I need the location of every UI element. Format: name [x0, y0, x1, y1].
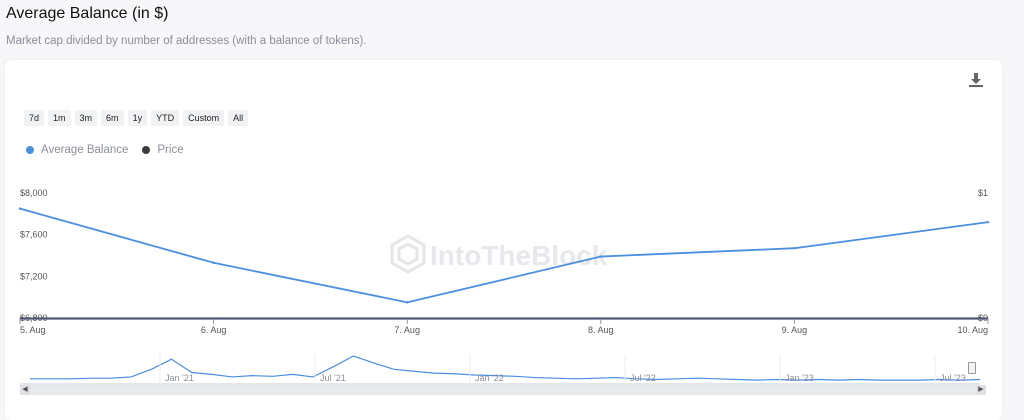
- download-icon[interactable]: [968, 71, 984, 89]
- x-axis-tick-label: 8. Aug: [588, 325, 614, 335]
- price-point: [19, 317, 21, 319]
- x-axis-tick-label: 5. Aug: [20, 325, 46, 335]
- scroll-left-icon[interactable]: ◀: [20, 385, 30, 395]
- x-axis-tick-label: 7. Aug: [394, 325, 420, 335]
- legend-price-label: Price: [157, 144, 184, 156]
- x-axis-tick-label: 9. Aug: [782, 325, 808, 335]
- watermark-text: IntoTheBlock: [430, 240, 608, 271]
- average-balance-point: [18, 207, 22, 210]
- y-axis-tick-left: $8,000: [20, 188, 48, 198]
- average-balance-point: [599, 255, 602, 258]
- range-3m-button[interactable]: 3m: [74, 110, 98, 126]
- x-axis-tick-label: 10. Aug: [957, 325, 988, 335]
- legend-average-balance-label: Average Balance: [41, 144, 129, 156]
- y-axis-tick-left: $7,600: [20, 230, 48, 240]
- y-axis-tick-left: $7,200: [20, 271, 48, 281]
- navigator-tick-label: Jan '21: [165, 373, 194, 383]
- chart-title: Average Balance (in $): [6, 5, 169, 22]
- range-1y-button[interactable]: 1y: [127, 110, 148, 126]
- x-axis-tick-label: 6. Aug: [201, 325, 227, 335]
- series-average-balance-line: [19, 207, 989, 304]
- range-custom-button[interactable]: Custom: [183, 110, 225, 126]
- navigator-tick-label: Jul '21: [320, 373, 346, 383]
- price-point: [987, 317, 989, 319]
- range-selector: 7d 1m 3m 6m 1y YTD Custom All: [24, 110, 249, 126]
- average-balance-point: [793, 247, 796, 250]
- scroll-right-icon[interactable]: ▶: [976, 385, 986, 395]
- price-point: [406, 317, 408, 319]
- navigator-scrollbar[interactable]: [20, 385, 986, 395]
- legend-item-average-balance[interactable]: Average Balance: [26, 144, 128, 156]
- price-point: [600, 317, 602, 319]
- range-all-button[interactable]: All: [228, 110, 249, 126]
- price-point: [793, 317, 795, 319]
- navigator-tick-label: Jul '23: [940, 373, 966, 383]
- range-1m-button[interactable]: 1m: [48, 110, 71, 126]
- navigator-tick-label: Jan '23: [785, 373, 814, 383]
- average-balance-point: [212, 261, 215, 264]
- y-axis-tick-right: $1: [978, 188, 988, 198]
- legend-average-balance-marker: [26, 146, 34, 154]
- navigator-tick-label: Jan '22: [475, 373, 504, 383]
- watermark-logo: [390, 234, 426, 274]
- chart-subtitle: Market cap divided by number of addresse…: [6, 35, 367, 47]
- navigator-tick-label: Jul '22: [630, 373, 656, 383]
- price-point: [213, 317, 215, 319]
- average-balance-point: [406, 301, 409, 304]
- average-balance-point: [986, 220, 990, 224]
- chart-legend: Average Balance Price: [26, 144, 184, 156]
- range-6m-button[interactable]: 6m: [101, 110, 124, 126]
- range-7d-button[interactable]: 7d: [24, 110, 45, 126]
- legend-price-marker: [142, 146, 151, 154]
- navigator-series-line: [30, 355, 981, 381]
- legend-item-price[interactable]: Price: [142, 144, 184, 156]
- range-ytd-button[interactable]: YTD: [151, 110, 180, 126]
- navigator-handle[interactable]: [968, 362, 976, 374]
